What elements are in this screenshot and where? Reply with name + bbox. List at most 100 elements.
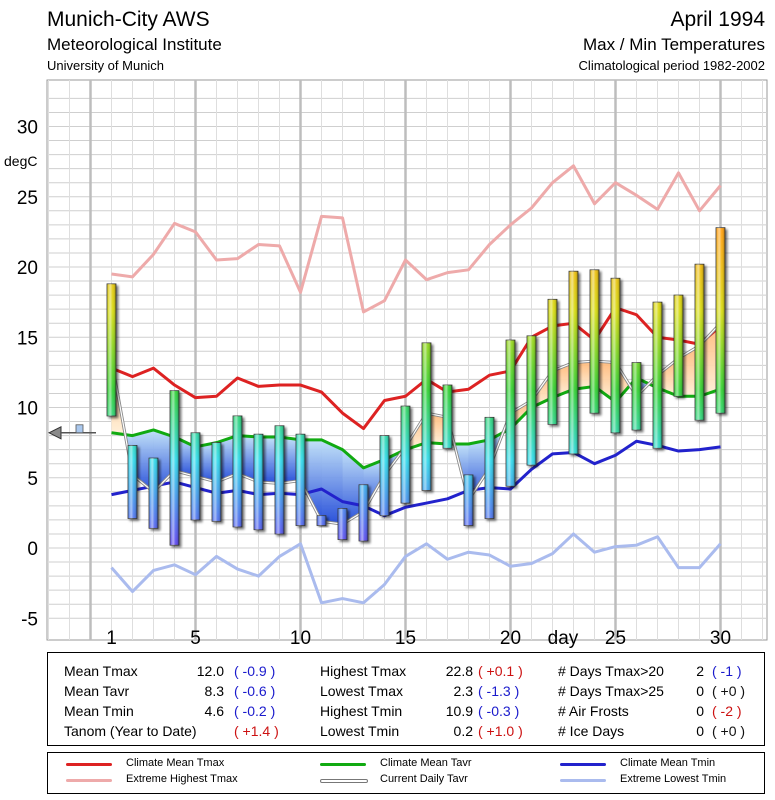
daily-bar-shine xyxy=(443,385,452,449)
daily-bar xyxy=(484,416,495,519)
x-tick-label: 20 xyxy=(500,628,521,649)
legend-label: Extreme Highest Tmax xyxy=(126,773,238,785)
legend-label: Climate Mean Tmin xyxy=(620,757,716,769)
stat-label: Highest Tmin xyxy=(320,703,403,719)
daily-bar xyxy=(547,298,558,425)
chart-legend: Climate Mean Tmax Climate Mean Tavr Clim… xyxy=(47,752,765,794)
stat-value: 12.0 xyxy=(196,663,224,679)
daily-bar-shine xyxy=(296,434,305,526)
daily-bar xyxy=(652,301,663,449)
stat-label: Mean Tmax xyxy=(64,663,138,679)
y-tick-label: 5 xyxy=(27,469,38,490)
stat-anomaly: ( +1.4 ) xyxy=(234,723,279,739)
daily-bar xyxy=(694,263,705,421)
daily-bar-shine xyxy=(317,515,326,526)
warm-anomaly-fill xyxy=(552,362,574,398)
daily-bar xyxy=(316,515,327,526)
climatological-period: Climatological period 1982-2002 xyxy=(578,58,765,73)
daily-bar-shine xyxy=(338,508,347,540)
daily-bar-shine xyxy=(422,342,431,491)
cold-anomaly-fill xyxy=(279,437,301,484)
warm-anomaly-fill xyxy=(678,345,700,397)
stat-label: Lowest Tmin xyxy=(320,723,400,739)
daily-bar xyxy=(526,335,537,466)
daily-bar xyxy=(715,227,726,414)
daily-bar xyxy=(463,474,474,526)
daily-bar-shine xyxy=(464,474,473,526)
daily-bar-shine xyxy=(548,299,557,425)
daily-bar xyxy=(358,484,369,542)
stat-value: 0 xyxy=(696,703,704,719)
daily-bar xyxy=(253,433,264,531)
stat-anomaly: ( +0 ) xyxy=(712,683,746,699)
daily-bar-shine xyxy=(716,227,725,414)
daily-bar-shine xyxy=(485,417,494,519)
daily-bars xyxy=(106,227,726,546)
daily-bar-shine xyxy=(611,278,620,433)
daily-bar xyxy=(421,342,432,491)
legend-label: Climate Mean Tavr xyxy=(380,757,472,769)
daily-bar xyxy=(442,384,453,449)
daily-bar-shine xyxy=(149,458,158,529)
legend-swatch xyxy=(66,763,112,766)
daily-bar-shine xyxy=(128,445,137,519)
daily-bar-shine xyxy=(674,295,683,397)
stat-anomaly: ( +1.0 ) xyxy=(478,723,523,739)
stat-label: # Air Frosts xyxy=(558,703,629,719)
daily-bar xyxy=(631,362,642,431)
stat-value: 0 xyxy=(696,723,704,739)
stat-label: Lowest Tmax xyxy=(320,683,403,699)
daily-bar xyxy=(169,390,180,546)
x-tick-label: 15 xyxy=(395,628,416,649)
daily-bar xyxy=(127,445,138,519)
statistics-panel: Mean Tmax 12.0 ( -0.9 ) Highest Tmax 22.… xyxy=(47,652,765,746)
legend-swatch xyxy=(560,779,606,782)
stat-label: Mean Tavr xyxy=(64,683,130,699)
stat-value: 8.3 xyxy=(204,683,224,699)
stat-label: # Days Tmax>20 xyxy=(558,663,664,679)
stat-value: 2.3 xyxy=(453,683,473,699)
y-tick-label: 25 xyxy=(17,188,38,209)
daily-bar xyxy=(568,270,579,455)
cold-anomaly-fill xyxy=(468,439,490,501)
stat-label: # Days Tmax>25 xyxy=(558,683,664,699)
station-title: Munich-City AWS xyxy=(47,8,210,31)
daily-bar-shine xyxy=(527,335,536,466)
x-tick-label: 1 xyxy=(106,628,117,649)
daily-bar-shine xyxy=(506,340,515,487)
x-tick-label: 25 xyxy=(605,628,626,649)
stat-label: # Ice Days xyxy=(558,723,625,739)
cold-anomaly-fill xyxy=(132,429,154,492)
tanom-bar-icon xyxy=(75,424,84,434)
daily-bar-shine xyxy=(695,264,704,421)
daily-bar xyxy=(232,415,243,528)
legend-swatch xyxy=(320,779,368,783)
daily-bar xyxy=(400,405,411,504)
stat-label: Highest Tmax xyxy=(320,663,407,679)
cold-anomaly-fill xyxy=(153,429,175,492)
daily-bar-shine xyxy=(275,425,284,534)
daily-bar xyxy=(295,433,306,526)
cold-anomaly-fill xyxy=(216,435,238,482)
y-tick-label: 15 xyxy=(17,328,38,349)
cold-anomaly-fill xyxy=(363,459,385,512)
x-tick-label: 10 xyxy=(290,628,311,649)
stat-value: 4.6 xyxy=(204,703,224,719)
stat-anomaly: ( -0.2 ) xyxy=(234,703,276,719)
cold-anomaly-fill xyxy=(300,439,322,522)
cold-anomaly-fill xyxy=(321,439,343,525)
daily-bar-shine xyxy=(569,271,578,454)
daily-bar xyxy=(274,425,285,535)
extreme-lowest-tmin-line xyxy=(110,532,722,605)
daily-bar-shine xyxy=(590,269,599,414)
daily-bar-shine xyxy=(191,432,200,520)
daily-bar xyxy=(211,442,222,522)
extreme-highest-tmax-line xyxy=(111,164,722,314)
daily-bar-shine xyxy=(359,484,368,541)
daily-bar-shine xyxy=(212,442,221,522)
y-tick-label: 20 xyxy=(17,258,38,279)
daily-bar xyxy=(190,432,201,521)
stat-anomaly: ( +0.1 ) xyxy=(478,663,523,679)
